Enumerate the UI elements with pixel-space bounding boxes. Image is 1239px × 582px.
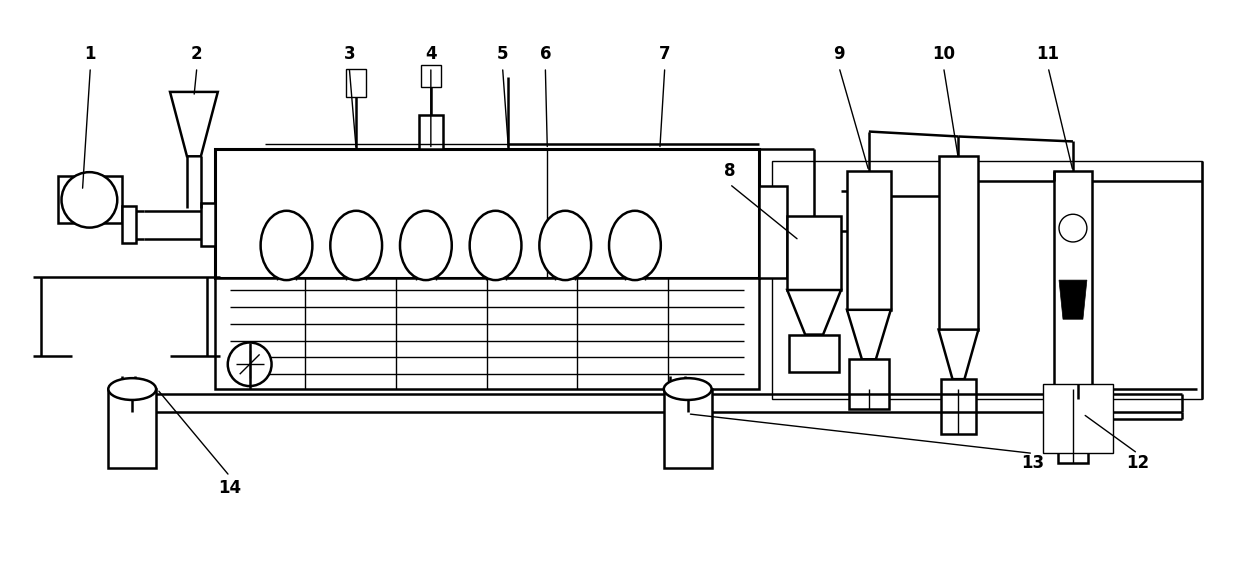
Text: 1: 1	[84, 45, 97, 63]
Polygon shape	[170, 92, 218, 157]
Circle shape	[1048, 389, 1108, 449]
Bar	[789, 335, 839, 372]
Bar	[1043, 384, 1113, 453]
Bar	[787, 216, 841, 290]
Ellipse shape	[539, 211, 591, 280]
Text: 8: 8	[724, 162, 735, 180]
Text: 4: 4	[425, 45, 436, 63]
Text: 12: 12	[1126, 455, 1150, 473]
Bar	[419, 115, 442, 150]
Ellipse shape	[610, 211, 660, 280]
Polygon shape	[1059, 280, 1087, 320]
Text: 6: 6	[539, 45, 551, 63]
Polygon shape	[847, 310, 891, 359]
Ellipse shape	[470, 211, 522, 280]
Bar	[760, 186, 787, 278]
Text: 2: 2	[191, 45, 203, 63]
Text: 13: 13	[1022, 455, 1044, 473]
Bar	[847, 171, 891, 310]
Text: 10: 10	[932, 45, 955, 63]
Bar	[1058, 409, 1088, 463]
Text: 11: 11	[1037, 45, 1059, 63]
Bar	[664, 389, 711, 469]
Bar	[940, 379, 976, 434]
Bar	[849, 359, 888, 409]
Bar	[939, 157, 979, 329]
Bar	[214, 278, 760, 389]
Bar	[421, 65, 441, 87]
Bar	[123, 206, 136, 243]
Ellipse shape	[260, 211, 312, 280]
Text: 9: 9	[833, 45, 845, 63]
Text: 5: 5	[497, 45, 508, 63]
Text: 7: 7	[659, 45, 670, 63]
Ellipse shape	[400, 211, 452, 280]
Bar	[57, 176, 123, 223]
Bar	[108, 389, 156, 469]
Circle shape	[62, 172, 118, 228]
Polygon shape	[939, 329, 979, 379]
Bar	[214, 150, 760, 278]
Ellipse shape	[108, 378, 156, 400]
Bar	[772, 161, 1202, 399]
Circle shape	[1059, 214, 1087, 242]
Text: 14: 14	[218, 479, 242, 497]
Polygon shape	[787, 290, 841, 335]
Circle shape	[228, 342, 271, 386]
Bar	[346, 69, 367, 97]
Bar	[1054, 171, 1092, 399]
Bar	[201, 203, 214, 246]
Ellipse shape	[664, 378, 711, 400]
Text: 3: 3	[343, 45, 356, 63]
Ellipse shape	[331, 211, 382, 280]
